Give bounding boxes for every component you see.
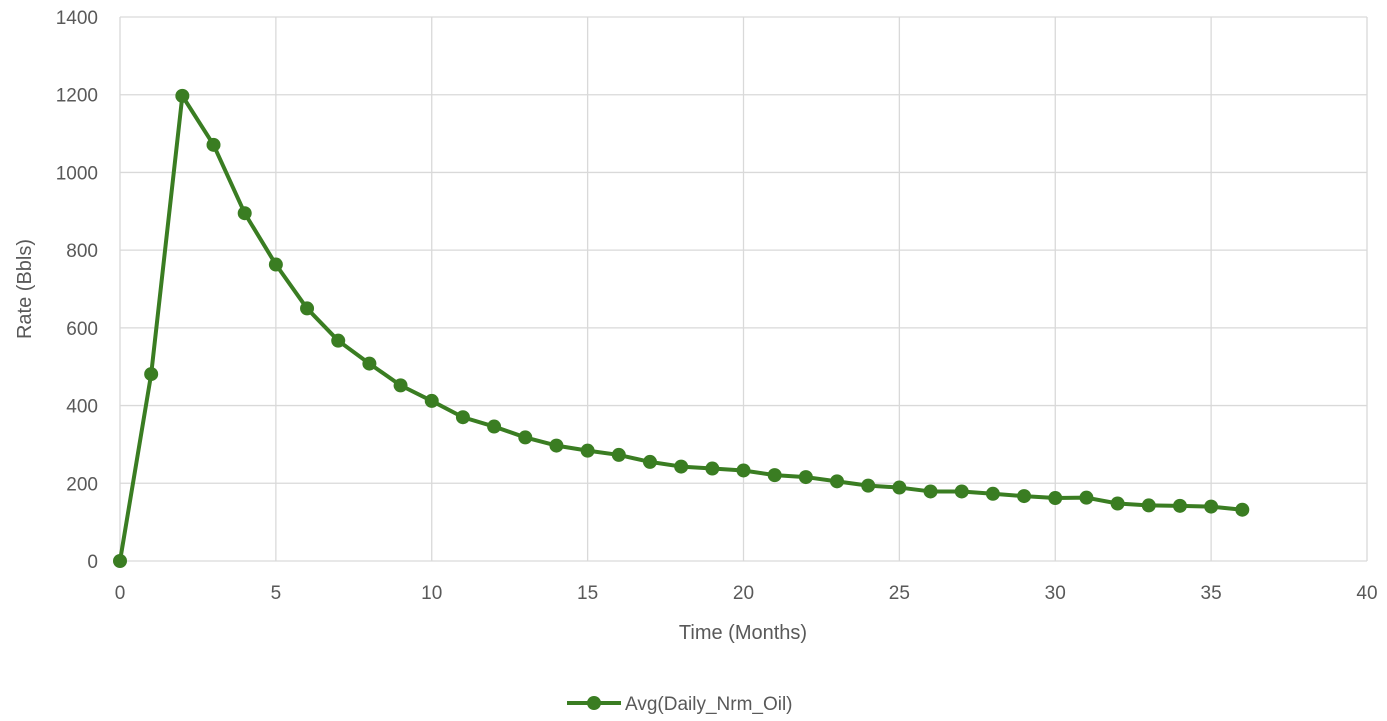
data-point [518,430,533,445]
data-point [892,480,907,495]
y-tick-label: 1000 [56,163,98,184]
data-point [736,463,751,478]
y-axis-title: Rate (Bbls) [14,239,36,339]
data-point [798,470,813,485]
data-point [923,484,938,499]
x-axis-title: Time (Months) [679,622,807,644]
data-point [237,206,252,221]
y-tick-label: 0 [87,552,98,573]
data-point [830,474,845,489]
y-tick-label: 1200 [56,86,98,107]
data-point [1141,498,1156,513]
data-point [1110,496,1125,511]
data-point [487,419,502,434]
data-point [642,454,657,469]
data-point [175,88,190,103]
data-point [144,367,159,382]
data-point [393,378,408,393]
x-tick-label: 25 [889,583,910,604]
data-point [1048,491,1063,506]
data-point [268,257,283,272]
data-point [1079,490,1094,505]
data-point [300,301,315,316]
data-point [580,443,595,458]
data-point [424,393,439,408]
data-point [767,468,782,483]
x-tick-label: 20 [733,583,754,604]
legend-marker-swatch [587,696,601,710]
data-point [549,438,564,453]
data-point [1204,499,1219,514]
data-point [674,459,689,474]
data-point [985,486,1000,501]
data-point [861,478,876,493]
x-tick-label: 15 [577,583,598,604]
tick-labels: 0 200 400 600 800 1000 1200 1400 0 5 10 15 20 25 30 35 4… [56,8,1378,604]
data-point [455,410,470,425]
legend: Avg(Daily_Nrm_Oil) [567,694,793,715]
y-tick-label: 600 [66,319,98,340]
series-layer [113,88,1250,568]
data-point [206,137,221,152]
x-tick-label: 40 [1356,583,1377,604]
data-point [1235,502,1250,517]
x-tick-label: 5 [271,583,282,604]
data-point [113,554,127,568]
data-point [954,484,969,499]
x-tick-label: 30 [1045,583,1066,604]
data-point [705,461,720,476]
data-point [362,356,377,371]
grid-lines [119,16,1368,562]
data-point [331,333,346,348]
data-point [611,447,626,462]
y-tick-label: 400 [66,397,98,418]
data-point [1172,498,1187,513]
y-tick-label: 800 [66,241,98,262]
y-tick-label: 1400 [56,8,98,29]
x-tick-label: 0 [115,583,126,604]
legend-label: Avg(Daily_Nrm_Oil) [625,694,793,715]
y-tick-label: 200 [66,474,98,495]
data-point [1017,489,1032,504]
x-tick-label: 35 [1201,583,1222,604]
x-tick-label: 10 [421,583,442,604]
